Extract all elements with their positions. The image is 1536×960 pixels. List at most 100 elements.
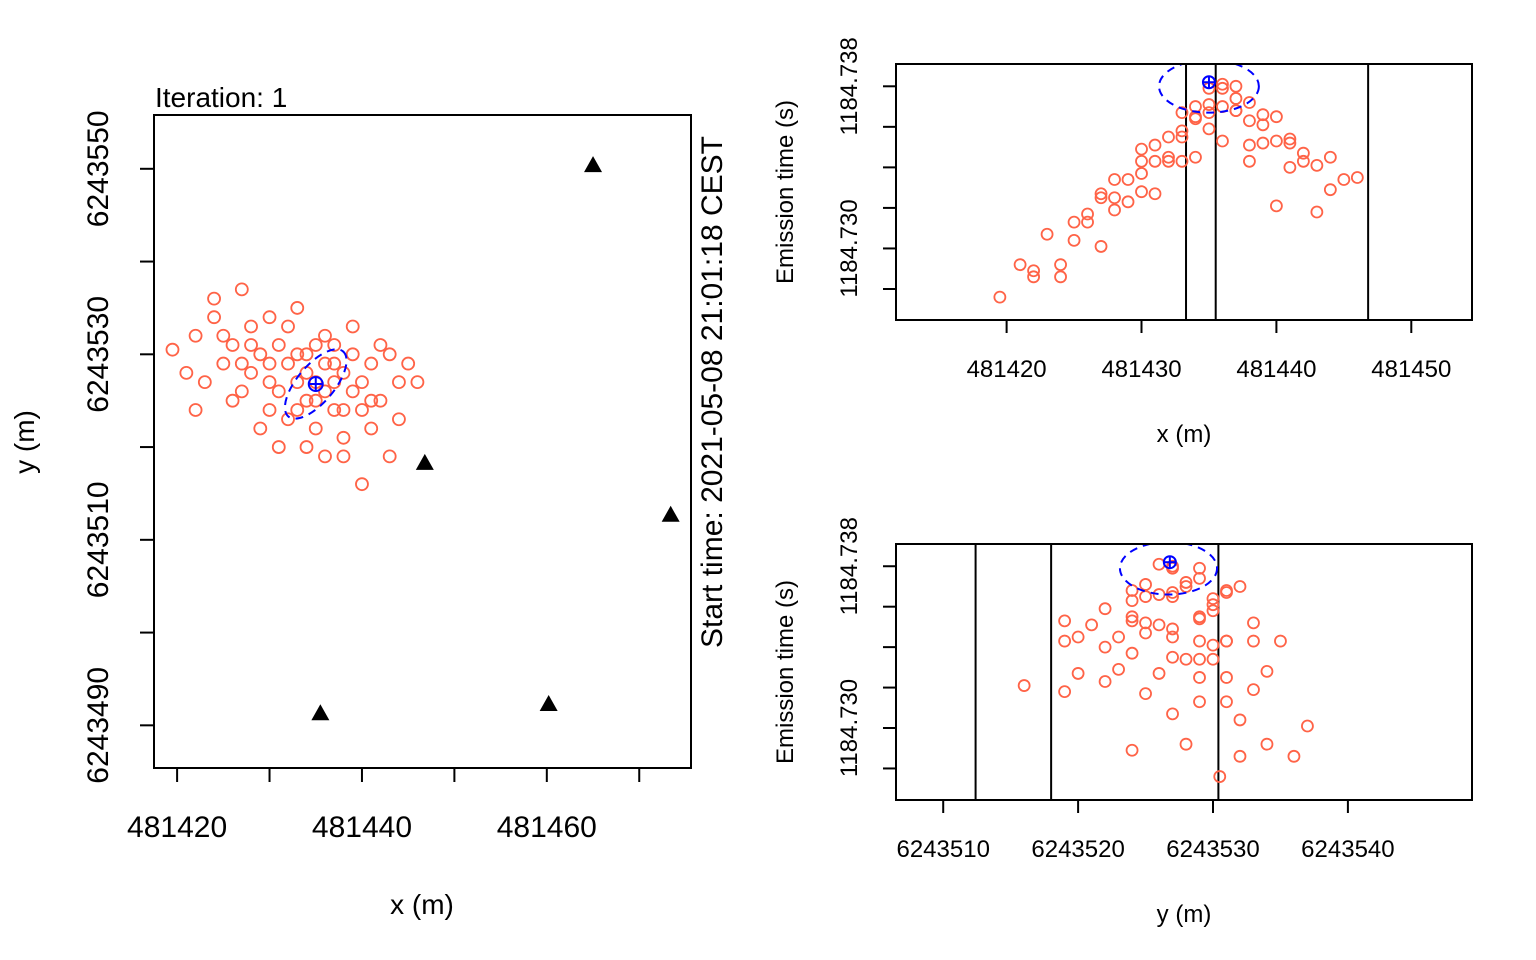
data-point [1243,154,1256,168]
data-point [1166,630,1179,644]
error-ellipse [1118,544,1219,596]
data-point [1112,630,1125,644]
data-point [299,347,314,362]
data-point [1166,622,1179,636]
data-point [1310,158,1324,172]
plot-area [165,156,680,721]
data-point [1337,173,1351,186]
x-tick-label: 481440 [1236,356,1316,383]
data-point [1260,664,1274,678]
data-point [1202,122,1216,136]
data-point [1013,258,1027,272]
data-point [1139,687,1152,701]
data-point [262,310,277,325]
data-point [1166,586,1179,599]
data-point [225,393,240,408]
data-point [225,338,240,352]
data-point [1121,173,1135,186]
data-point [1220,634,1233,648]
data-point [345,384,360,399]
data-point [244,365,258,380]
data-point [1058,614,1072,628]
data-point [327,338,342,352]
data-point [1148,138,1162,152]
data-point [1310,205,1324,219]
data-point [1350,171,1364,184]
data-point [1287,749,1301,763]
data-point [1139,578,1152,591]
data-point [1229,104,1243,118]
receiver-triangle-icon [584,156,603,173]
data-point [318,449,332,464]
data-point [1094,191,1108,205]
x-axis-label: y (m) [1157,901,1212,928]
data-point [299,393,314,408]
y-tick-label: 6243490 [82,667,115,784]
data-point [1054,258,1067,272]
data-point [308,338,323,352]
y-axis-label: Emission time (s) [772,580,799,764]
data-point [1152,667,1166,680]
x-tick-label: 6243530 [1166,836,1259,863]
data-point [1162,154,1175,168]
data-point [1247,634,1260,648]
data-point [234,384,249,399]
data-point [993,290,1007,304]
data-point [1098,675,1112,688]
data-point [244,338,258,352]
data-point [1162,130,1175,144]
y-tick-label: 1184.738 [836,37,863,135]
data-point [1229,92,1243,105]
data-point [336,365,351,380]
data-point [364,356,379,371]
data-point [271,338,286,352]
data-point [1125,614,1139,628]
data-point [1071,667,1085,680]
data-point [392,412,406,427]
data-point [1216,81,1229,95]
data-point [1193,634,1206,648]
data-point [281,319,295,334]
data-point [318,384,332,399]
data-point [1175,124,1189,138]
y-tick-label: 1184.730 [836,679,863,777]
data-point [1148,154,1162,168]
data-point [1098,640,1112,654]
data-point [1135,142,1148,156]
data-point [1067,215,1081,229]
data-point [1148,187,1162,201]
data-point [1135,167,1148,180]
data-point [1189,150,1202,164]
x-tick-label: 481440 [312,811,412,844]
data-point [1125,594,1139,608]
data-point [373,393,388,408]
data-point [1296,146,1310,160]
data-point [1247,616,1260,630]
x-tick-label: 481430 [1101,356,1181,383]
data-point [271,384,286,399]
data-point [207,291,221,306]
data-point [1296,154,1310,168]
data-point [1229,79,1243,93]
data-point [1108,203,1121,217]
x-tick-label: 481420 [127,811,227,844]
y-tick-label: 6243550 [82,110,115,227]
x-tick-label: 6243510 [896,836,989,863]
data-point [1179,737,1193,751]
data-point [216,356,231,371]
data-point [1323,183,1337,197]
y-tick-label: 1184.738 [836,517,863,615]
data-point [207,310,221,325]
data-point [1220,671,1233,684]
data-point [1179,652,1193,666]
data-point [253,347,268,362]
data-point [188,328,203,343]
data-point [1247,683,1260,696]
data-point [410,375,425,390]
data-point [244,319,258,334]
plot-frame [153,114,692,769]
plot-frame [895,63,1473,321]
data-point [290,301,305,315]
data-point [188,403,203,417]
